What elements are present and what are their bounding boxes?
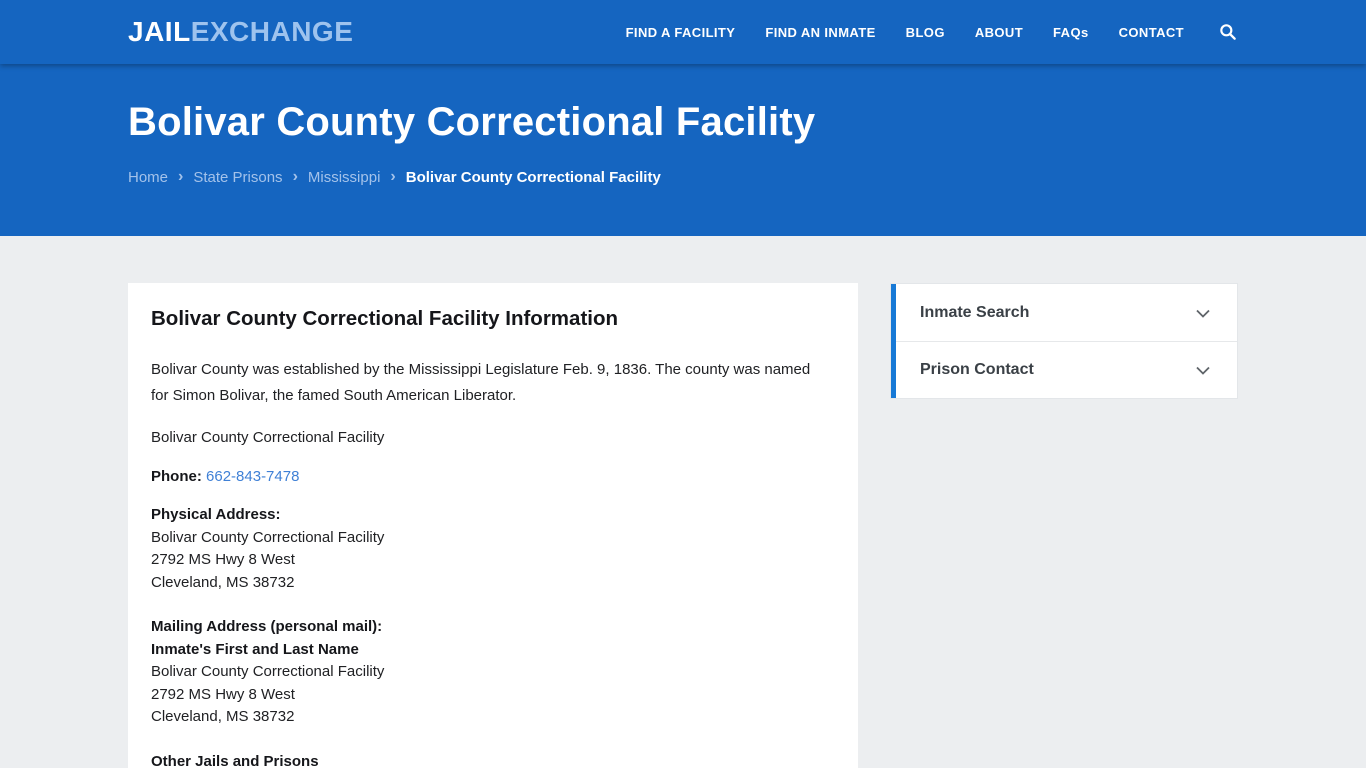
main-content-area: Bolivar County Correctional Facility Inf…: [0, 236, 1366, 768]
phone-link[interactable]: 662-843-7478: [206, 467, 300, 485]
chevron-down-icon: [1191, 301, 1215, 325]
breadcrumb-state-prisons[interactable]: State Prisons: [193, 169, 283, 186]
mailing-address-sublabel: Inmate's First and Last Name: [151, 640, 359, 658]
prison-contact-accordion[interactable]: Prison Contact: [891, 341, 1237, 398]
chevron-down-icon: [1191, 358, 1215, 382]
physical-address-line: Cleveland, MS 38732: [151, 573, 295, 591]
facility-info-heading: Bolivar County Correctional Facility Inf…: [151, 307, 619, 330]
physical-address-line: 2792 MS Hwy 8 West: [151, 551, 295, 568]
page-title: Bolivar County Correctional Facility: [128, 100, 816, 144]
logo-text-exchange: EXCHANGE: [190, 16, 354, 47]
inmate-search-label: Inmate Search: [920, 303, 1030, 321]
prison-contact-label: Prison Contact: [920, 361, 1034, 378]
other-jails-heading: Other Jails and Prisons: [151, 752, 319, 768]
nav-contact[interactable]: CONTACT: [1118, 24, 1184, 40]
breadcrumb-current-page: Bolivar County Correctional Facility: [405, 169, 661, 186]
sidebar: Inmate Search Prison Contact: [890, 283, 1238, 399]
breadcrumb-mississippi[interactable]: Mississippi: [307, 169, 381, 186]
physical-address-block: Physical Address: Bolivar County Correct…: [151, 504, 828, 594]
nav-find-an-inmate[interactable]: FIND AN INMATE: [765, 24, 876, 40]
main-nav: FIND A FACILITY FIND AN INMATE BLOG ABOU…: [626, 22, 1238, 42]
site-header: JAILEXCHANGE FIND A FACILITY FIND AN INM…: [0, 0, 1366, 64]
facility-name-line: Bolivar County Correctional Facility: [151, 429, 385, 446]
phone-line: Phone: 662-843-7478: [151, 466, 828, 489]
facility-intro-paragraph: Bolivar County was established by the Mi…: [151, 361, 811, 404]
search-icon: [1220, 24, 1236, 40]
breadcrumb-home[interactable]: Home: [128, 169, 169, 186]
physical-address-line: Bolivar County Correctional Facility: [151, 528, 385, 546]
mailing-address-line: Cleveland, MS 38732: [151, 708, 295, 725]
mailing-address-line: 2792 MS Hwy 8 West: [151, 685, 295, 703]
logo-text-jail: JAIL: [128, 16, 191, 47]
nav-find-a-facility[interactable]: FIND A FACILITY: [625, 24, 736, 40]
logo[interactable]: JAILEXCHANGE: [128, 16, 353, 48]
nav-faqs[interactable]: FAQs: [1053, 24, 1089, 40]
mailing-address-block: Mailing Address (personal mail): Inmate'…: [151, 616, 828, 729]
physical-address-label: Physical Address:: [151, 506, 281, 523]
mailing-address-line: Bolivar County Correctional Facility: [151, 663, 385, 680]
nav-about[interactable]: ABOUT: [974, 24, 1024, 40]
sidebar-accordion: Inmate Search Prison Contact: [890, 283, 1238, 399]
search-button[interactable]: [1218, 22, 1238, 42]
inmate-search-accordion[interactable]: Inmate Search: [891, 284, 1237, 341]
chevron-right-icon: ›: [178, 167, 184, 185]
mailing-address-label: Mailing Address (personal mail):: [151, 618, 383, 635]
hero-banner: Bolivar County Correctional Facility Hom…: [0, 64, 1366, 236]
breadcrumb: Home › State Prisons › Mississippi › Bol…: [128, 167, 1238, 186]
nav-blog[interactable]: BLOG: [905, 24, 945, 40]
facility-info-card: Bolivar County Correctional Facility Inf…: [128, 283, 858, 768]
chevron-right-icon: ›: [292, 167, 298, 185]
chevron-right-icon: ›: [390, 167, 396, 185]
phone-label: Phone:: [151, 467, 202, 485]
